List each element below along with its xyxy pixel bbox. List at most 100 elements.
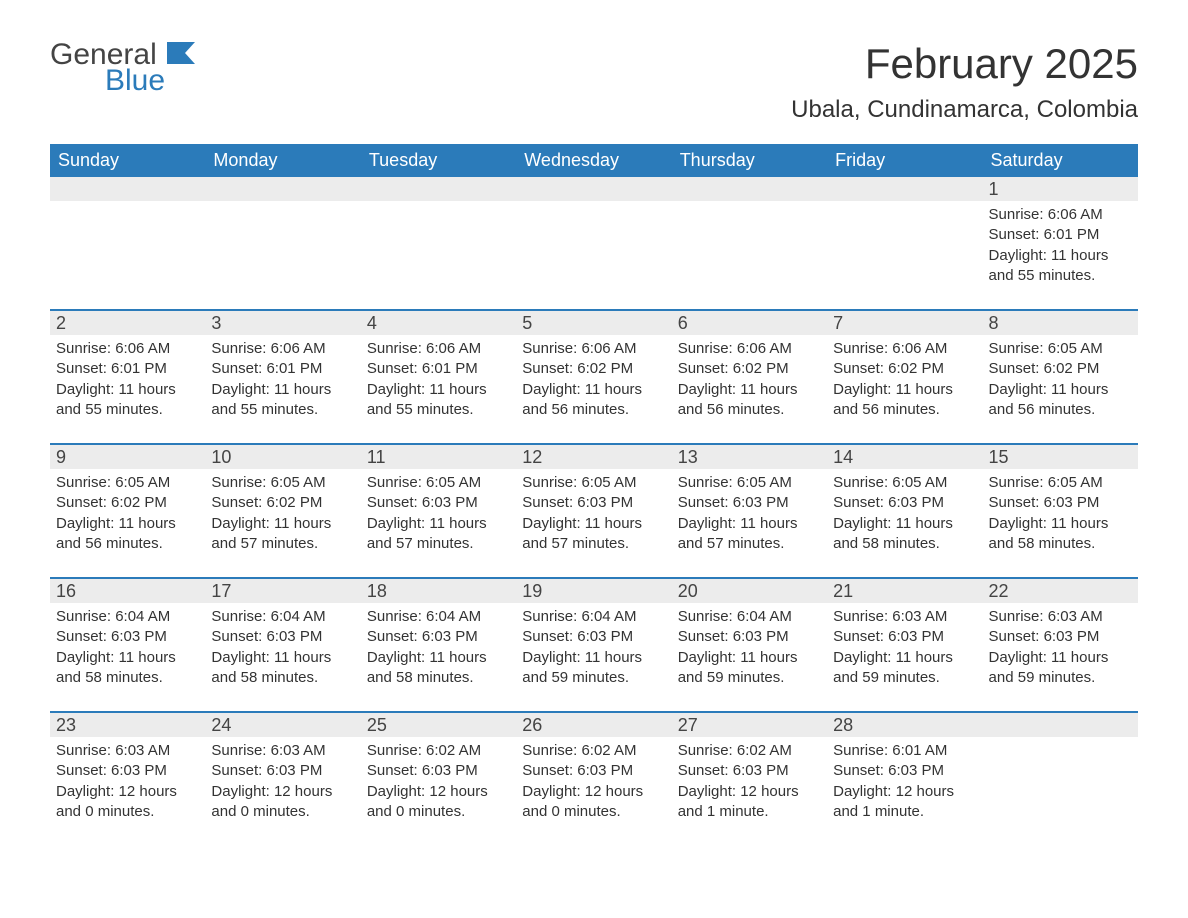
calendar-day: 6Sunrise: 6:06 AMSunset: 6:02 PMDaylight… (672, 311, 827, 431)
sunset-text: Sunset: 6:03 PM (678, 627, 821, 647)
day-number-row: 27 (672, 713, 827, 737)
calendar-day: 5Sunrise: 6:06 AMSunset: 6:02 PMDaylight… (516, 311, 671, 431)
daylight-text: Daylight: 11 hours and 55 minutes. (367, 380, 510, 421)
calendar-day: 25Sunrise: 6:02 AMSunset: 6:03 PMDayligh… (361, 713, 516, 833)
day-number: 8 (983, 313, 1005, 334)
month-title: February 2025 (791, 40, 1138, 88)
sunset-text: Sunset: 6:03 PM (211, 761, 354, 781)
day-number: 21 (827, 581, 859, 602)
day-number-row: 25 (361, 713, 516, 737)
daylight-text: Daylight: 11 hours and 55 minutes. (211, 380, 354, 421)
sunset-text: Sunset: 6:02 PM (833, 359, 976, 379)
calendar-day: 3Sunrise: 6:06 AMSunset: 6:01 PMDaylight… (205, 311, 360, 431)
calendar-week: 2Sunrise: 6:06 AMSunset: 6:01 PMDaylight… (50, 309, 1138, 431)
daylight-text: Daylight: 11 hours and 56 minutes. (989, 380, 1132, 421)
day-content: Sunrise: 6:04 AMSunset: 6:03 PMDaylight:… (672, 603, 827, 698)
calendar-day (50, 177, 205, 297)
calendar-day: 27Sunrise: 6:02 AMSunset: 6:03 PMDayligh… (672, 713, 827, 833)
daylight-text: Daylight: 12 hours and 0 minutes. (56, 782, 199, 823)
day-number: 3 (205, 313, 227, 334)
calendar-day: 18Sunrise: 6:04 AMSunset: 6:03 PMDayligh… (361, 579, 516, 699)
day-content: Sunrise: 6:05 AMSunset: 6:02 PMDaylight:… (50, 469, 205, 564)
sunrise-text: Sunrise: 6:05 AM (367, 473, 510, 493)
day-number: 20 (672, 581, 704, 602)
day-number: 14 (827, 447, 859, 468)
day-number-row (205, 177, 360, 201)
calendar-week: 1Sunrise: 6:06 AMSunset: 6:01 PMDaylight… (50, 177, 1138, 297)
sunrise-text: Sunrise: 6:02 AM (522, 741, 665, 761)
sunrise-text: Sunrise: 6:03 AM (833, 607, 976, 627)
day-number-row (827, 177, 982, 201)
sunset-text: Sunset: 6:03 PM (989, 627, 1132, 647)
day-content: Sunrise: 6:03 AMSunset: 6:03 PMDaylight:… (50, 737, 205, 832)
day-number: 17 (205, 581, 237, 602)
day-content: Sunrise: 6:06 AMSunset: 6:01 PMDaylight:… (205, 335, 360, 430)
day-number-row: 20 (672, 579, 827, 603)
day-number: 5 (516, 313, 538, 334)
calendar: Sunday Monday Tuesday Wednesday Thursday… (50, 144, 1138, 833)
weekday-header: Saturday (983, 144, 1138, 177)
sunset-text: Sunset: 6:01 PM (211, 359, 354, 379)
sunrise-text: Sunrise: 6:06 AM (678, 339, 821, 359)
sunrise-text: Sunrise: 6:04 AM (367, 607, 510, 627)
weekday-header: Tuesday (361, 144, 516, 177)
daylight-text: Daylight: 11 hours and 58 minutes. (211, 648, 354, 689)
sunset-text: Sunset: 6:02 PM (989, 359, 1132, 379)
sunset-text: Sunset: 6:03 PM (522, 627, 665, 647)
day-content: Sunrise: 6:02 AMSunset: 6:03 PMDaylight:… (516, 737, 671, 832)
day-number: 2 (50, 313, 72, 334)
day-number: 7 (827, 313, 849, 334)
day-number-row: 10 (205, 445, 360, 469)
daylight-text: Daylight: 11 hours and 57 minutes. (211, 514, 354, 555)
sunrise-text: Sunrise: 6:04 AM (678, 607, 821, 627)
weeks-container: 1Sunrise: 6:06 AMSunset: 6:01 PMDaylight… (50, 177, 1138, 833)
day-number: 15 (983, 447, 1015, 468)
sunrise-text: Sunrise: 6:05 AM (989, 339, 1132, 359)
calendar-day: 10Sunrise: 6:05 AMSunset: 6:02 PMDayligh… (205, 445, 360, 565)
flag-icon (167, 38, 195, 71)
calendar-day: 15Sunrise: 6:05 AMSunset: 6:03 PMDayligh… (983, 445, 1138, 565)
header: General Blue February 2025 Ubala, Cundin… (50, 40, 1138, 124)
day-number-row: 9 (50, 445, 205, 469)
calendar-day: 20Sunrise: 6:04 AMSunset: 6:03 PMDayligh… (672, 579, 827, 699)
calendar-day: 24Sunrise: 6:03 AMSunset: 6:03 PMDayligh… (205, 713, 360, 833)
calendar-day: 1Sunrise: 6:06 AMSunset: 6:01 PMDaylight… (983, 177, 1138, 297)
day-content: Sunrise: 6:06 AMSunset: 6:01 PMDaylight:… (361, 335, 516, 430)
sunrise-text: Sunrise: 6:06 AM (367, 339, 510, 359)
daylight-text: Daylight: 11 hours and 58 minutes. (56, 648, 199, 689)
sunset-text: Sunset: 6:03 PM (56, 627, 199, 647)
day-content: Sunrise: 6:05 AMSunset: 6:02 PMDaylight:… (205, 469, 360, 564)
day-number-row (672, 177, 827, 201)
day-number: 13 (672, 447, 704, 468)
calendar-day: 28Sunrise: 6:01 AMSunset: 6:03 PMDayligh… (827, 713, 982, 833)
daylight-text: Daylight: 11 hours and 57 minutes. (367, 514, 510, 555)
daylight-text: Daylight: 11 hours and 57 minutes. (522, 514, 665, 555)
sunset-text: Sunset: 6:01 PM (989, 225, 1132, 245)
day-number-row: 23 (50, 713, 205, 737)
day-number-row: 15 (983, 445, 1138, 469)
day-content: Sunrise: 6:04 AMSunset: 6:03 PMDaylight:… (50, 603, 205, 698)
sunrise-text: Sunrise: 6:05 AM (678, 473, 821, 493)
weekday-header: Friday (827, 144, 982, 177)
day-number: 10 (205, 447, 237, 468)
day-number: 6 (672, 313, 694, 334)
sunset-text: Sunset: 6:01 PM (56, 359, 199, 379)
calendar-day: 4Sunrise: 6:06 AMSunset: 6:01 PMDaylight… (361, 311, 516, 431)
sunrise-text: Sunrise: 6:05 AM (56, 473, 199, 493)
sunset-text: Sunset: 6:02 PM (522, 359, 665, 379)
calendar-day: 7Sunrise: 6:06 AMSunset: 6:02 PMDaylight… (827, 311, 982, 431)
daylight-text: Daylight: 11 hours and 59 minutes. (833, 648, 976, 689)
sunset-text: Sunset: 6:02 PM (678, 359, 821, 379)
calendar-week: 23Sunrise: 6:03 AMSunset: 6:03 PMDayligh… (50, 711, 1138, 833)
sunrise-text: Sunrise: 6:04 AM (211, 607, 354, 627)
daylight-text: Daylight: 11 hours and 58 minutes. (833, 514, 976, 555)
calendar-day (827, 177, 982, 297)
day-number-row (516, 177, 671, 201)
sunset-text: Sunset: 6:03 PM (367, 627, 510, 647)
day-number-row: 7 (827, 311, 982, 335)
day-content: Sunrise: 6:06 AMSunset: 6:02 PMDaylight:… (516, 335, 671, 430)
weekday-header: Monday (205, 144, 360, 177)
day-content: Sunrise: 6:03 AMSunset: 6:03 PMDaylight:… (205, 737, 360, 832)
day-number-row: 24 (205, 713, 360, 737)
day-content: Sunrise: 6:02 AMSunset: 6:03 PMDaylight:… (672, 737, 827, 832)
